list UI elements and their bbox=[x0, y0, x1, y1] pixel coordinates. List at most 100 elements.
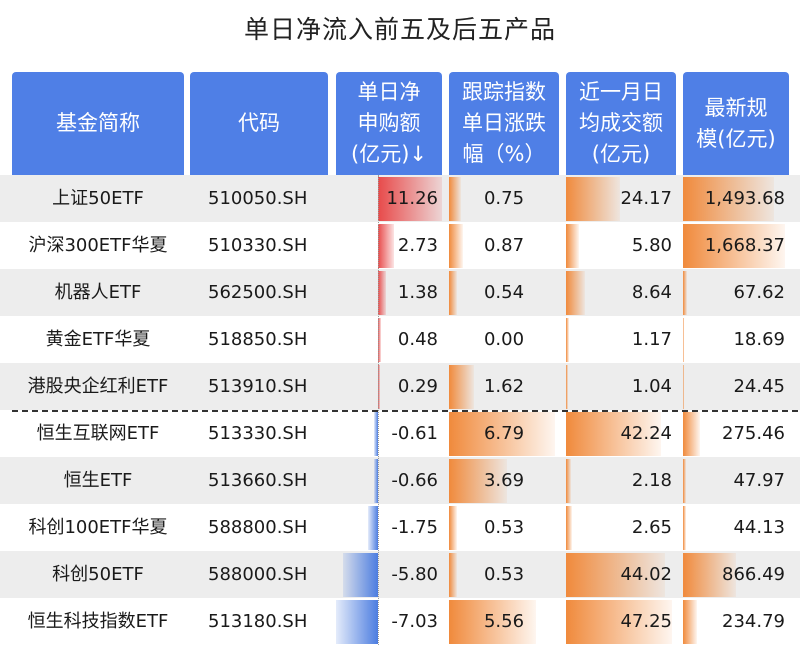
change-value: 0.75 bbox=[483, 188, 525, 209]
change-value: 0.54 bbox=[483, 282, 525, 303]
fund-code: 513180.SH bbox=[208, 611, 308, 632]
scale-bar bbox=[683, 458, 686, 503]
turnover-value: 5.80 bbox=[631, 235, 672, 256]
change-bar bbox=[449, 223, 463, 268]
change-bar bbox=[449, 411, 555, 456]
change-value: 0.53 bbox=[483, 517, 525, 538]
column-header-scale: 最新规 模(亿元) bbox=[683, 72, 789, 175]
fund-code: 510330.SH bbox=[208, 235, 308, 256]
change-bar bbox=[449, 505, 458, 550]
change-bar bbox=[449, 270, 458, 315]
fund-name: 机器人ETF bbox=[54, 282, 142, 303]
change-bar bbox=[449, 176, 461, 221]
inflow-bar bbox=[378, 223, 394, 268]
fund-name: 沪深300ETF华夏 bbox=[28, 235, 168, 256]
scale-value: 1,493.68 bbox=[704, 188, 785, 209]
scale-bar bbox=[683, 411, 700, 456]
flow-value: 11.26 bbox=[386, 188, 438, 209]
table-row bbox=[0, 551, 800, 598]
column-header-label: 近一月日 均成交额 (亿元) bbox=[579, 80, 663, 166]
turnover-bar bbox=[566, 552, 665, 597]
outflow-bar bbox=[343, 552, 378, 597]
scale-value: 18.69 bbox=[733, 329, 785, 350]
turnover-bar bbox=[566, 364, 569, 409]
inflow-bar bbox=[378, 270, 386, 315]
column-header-label: 最新规 模(亿元) bbox=[696, 95, 776, 151]
turnover-value: 24.17 bbox=[620, 188, 672, 209]
turnover-value: 2.18 bbox=[631, 470, 672, 491]
fund-name: 科创50ETF bbox=[52, 564, 144, 585]
column-header-label: 基金简称 bbox=[56, 111, 140, 135]
scale-value: 67.62 bbox=[733, 282, 785, 303]
scale-value: 47.97 bbox=[733, 470, 785, 491]
table-row bbox=[0, 363, 800, 410]
fund-code: 588800.SH bbox=[208, 517, 308, 538]
change-bar bbox=[449, 599, 536, 644]
scale-bar bbox=[683, 599, 698, 644]
scale-bar bbox=[683, 317, 685, 362]
flow-value: -5.80 bbox=[391, 564, 438, 585]
scale-bar bbox=[683, 552, 736, 597]
turnover-value: 1.04 bbox=[631, 376, 672, 397]
change-bar bbox=[449, 552, 458, 597]
fund-code: 588000.SH bbox=[208, 564, 308, 585]
scale-bar bbox=[683, 270, 688, 315]
change-value: 0.53 bbox=[483, 564, 525, 585]
turnover-value: 42.24 bbox=[620, 423, 672, 444]
flow-value: 2.73 bbox=[397, 235, 438, 256]
flow-value: -0.66 bbox=[391, 470, 438, 491]
fund-name: 科创100ETF华夏 bbox=[28, 517, 168, 538]
fund-name: 恒生ETF bbox=[63, 470, 133, 491]
flow-value: 1.38 bbox=[397, 282, 438, 303]
turnover-value: 2.65 bbox=[631, 517, 672, 538]
fund-name: 黄金ETF华夏 bbox=[45, 329, 151, 350]
change-bar bbox=[449, 458, 507, 503]
fund-name: 上证50ETF bbox=[52, 188, 144, 209]
inflow-bar bbox=[378, 176, 442, 221]
fund-name: 港股央企红利ETF bbox=[27, 376, 169, 397]
turnover-bar bbox=[566, 458, 571, 503]
scale-bar bbox=[683, 223, 785, 268]
turnover-bar bbox=[566, 270, 586, 315]
top-bottom-separator bbox=[12, 410, 798, 412]
change-value: 0.87 bbox=[483, 235, 525, 256]
scale-value: 24.45 bbox=[733, 376, 785, 397]
fund-code: 510050.SH bbox=[208, 188, 308, 209]
flow-value: 0.48 bbox=[397, 329, 438, 350]
fund-name: 恒生科技指数ETF bbox=[27, 611, 169, 632]
column-header-flow: 单日净 申购额 (亿元)↓ bbox=[336, 72, 442, 175]
outflow-bar bbox=[336, 599, 378, 644]
change-value: 6.79 bbox=[483, 423, 525, 444]
turnover-value: 47.25 bbox=[620, 611, 672, 632]
column-header-code: 代码 bbox=[190, 72, 328, 175]
scale-bar bbox=[683, 176, 775, 221]
scale-value: 866.49 bbox=[722, 564, 785, 585]
change-value: 3.69 bbox=[483, 470, 525, 491]
fund-code: 513910.SH bbox=[208, 376, 308, 397]
turnover-bar bbox=[566, 411, 661, 456]
turnover-bar bbox=[566, 176, 621, 221]
turnover-bar bbox=[566, 599, 672, 644]
fund-code: 513330.SH bbox=[208, 423, 308, 444]
change-value: 5.56 bbox=[483, 611, 525, 632]
flow-value: -1.75 bbox=[391, 517, 438, 538]
column-header-label: 代码 bbox=[238, 111, 280, 135]
change-bar bbox=[449, 364, 475, 409]
change-value: 1.62 bbox=[483, 376, 525, 397]
column-header-label: 单日净 申购额 (亿元)↓ bbox=[351, 80, 427, 166]
column-header-name: 基金简称 bbox=[12, 72, 184, 175]
fund-code: 518850.SH bbox=[208, 329, 308, 350]
outflow-bar bbox=[367, 505, 378, 550]
fund-code: 513660.SH bbox=[208, 470, 308, 491]
scale-bar bbox=[683, 505, 686, 550]
fund-code: 562500.SH bbox=[208, 282, 308, 303]
turnover-value: 44.02 bbox=[620, 564, 672, 585]
fund-name: 恒生互联网ETF bbox=[36, 423, 160, 444]
turnover-value: 8.64 bbox=[631, 282, 672, 303]
turnover-bar bbox=[566, 317, 569, 362]
scale-bar bbox=[683, 364, 685, 409]
table-row bbox=[0, 457, 800, 504]
flow-value: 0.29 bbox=[397, 376, 438, 397]
turnover-bar bbox=[566, 223, 579, 268]
column-header-turnover: 近一月日 均成交额 (亿元) bbox=[566, 72, 676, 175]
